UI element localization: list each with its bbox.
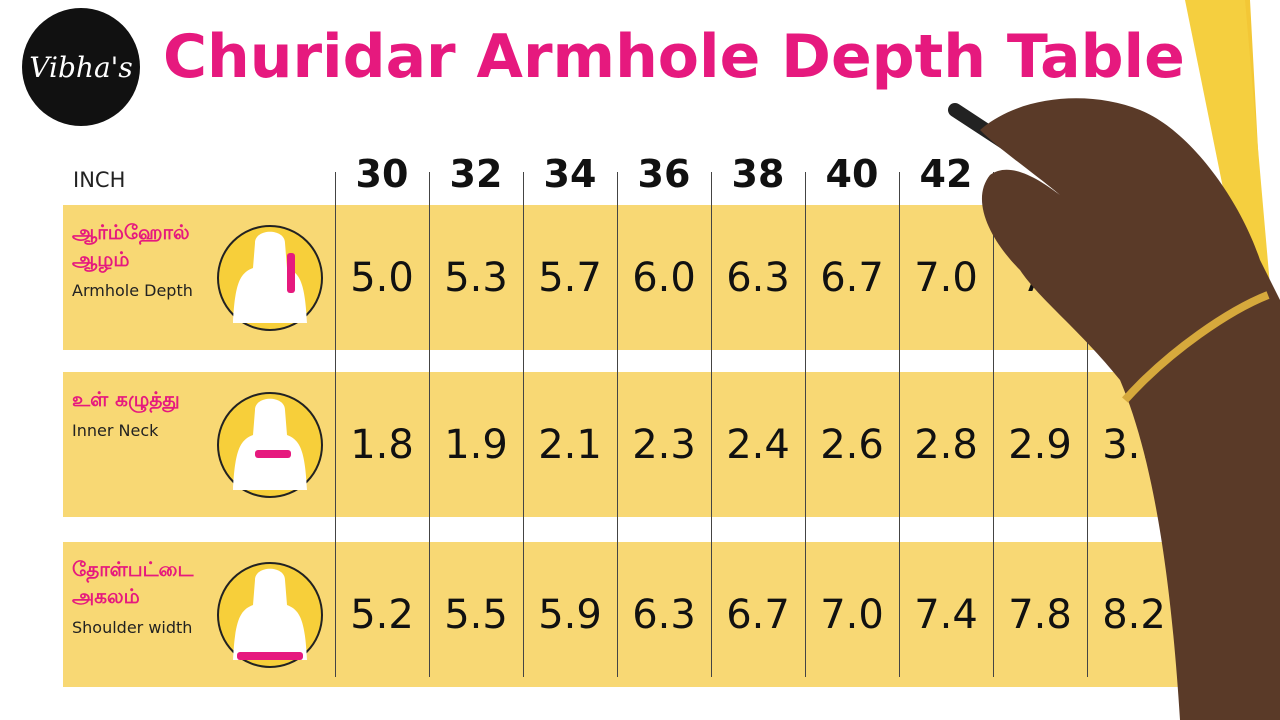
column-header: 42 <box>919 152 973 196</box>
cell-value: 5.0 <box>350 255 414 301</box>
column-divider <box>1087 172 1088 677</box>
column-divider <box>805 172 806 677</box>
column-divider <box>429 172 430 677</box>
column-divider <box>899 172 900 677</box>
cell-value: 6.7 <box>726 592 790 638</box>
hand <box>980 98 1280 720</box>
row-label: Inner Neck <box>72 421 159 440</box>
tamil-label: தோள்பட்டை <box>72 557 194 581</box>
cell-value: 2.1 <box>538 422 602 468</box>
row-label: Armhole Depth <box>72 281 193 300</box>
body-icon <box>217 392 323 498</box>
bangle <box>1122 291 1270 403</box>
cell-value: 6.0 <box>632 255 696 301</box>
column-divider <box>993 172 994 677</box>
cell-value: 8.2 <box>1102 592 1166 638</box>
column-divider <box>335 172 336 677</box>
column-header: 40 <box>825 152 879 196</box>
body-icon <box>217 562 323 668</box>
cell-value: 6.3 <box>632 592 696 638</box>
column-header: 34 <box>543 152 597 196</box>
column-header: 30 <box>355 152 409 196</box>
cell-value: 5.2 <box>350 592 414 638</box>
cell-value: 6.3 <box>726 255 790 301</box>
column-divider <box>523 172 524 677</box>
cell-value: 6.7 <box>820 255 884 301</box>
cell-value: 1.9 <box>444 422 508 468</box>
tamil-label: உள் கழுத்து <box>72 387 180 411</box>
cell-value: 5.7 <box>538 255 602 301</box>
tamil-label: அகலம் <box>72 584 140 608</box>
tamil-label: ஆர்ம்ஹோல் <box>72 220 190 244</box>
logo: Vibha's <box>22 8 140 126</box>
cell-value: 5.3 <box>444 255 508 301</box>
column-divider <box>617 172 618 677</box>
cell-value: 2.3 <box>632 422 696 468</box>
cell-value: 7.8 <box>1008 592 1072 638</box>
body-icon <box>217 225 323 331</box>
cell-value: 7.0 <box>914 255 978 301</box>
column-header: 32 <box>449 152 503 196</box>
cell-value: 2.4 <box>726 422 790 468</box>
title: Churidar Armhole Depth Table <box>163 22 1185 92</box>
tamil-label: ஆழம் <box>72 247 130 271</box>
cell-value: 7.0 <box>820 592 884 638</box>
column-header: 36 <box>637 152 691 196</box>
cell-value: 5.5 <box>444 592 508 638</box>
cell-value: 2.6 <box>820 422 884 468</box>
cell-value: 2.8 <box>914 422 978 468</box>
column-divider <box>711 172 712 677</box>
row-label: Shoulder width <box>72 618 193 637</box>
column-header: 38 <box>731 152 785 196</box>
cell-value: 2.9 <box>1008 422 1072 468</box>
cell-value: 7.4 <box>914 592 978 638</box>
cell-value: 1.8 <box>350 422 414 468</box>
unit-label: INCH <box>73 168 126 192</box>
cell-value: 5.9 <box>538 592 602 638</box>
